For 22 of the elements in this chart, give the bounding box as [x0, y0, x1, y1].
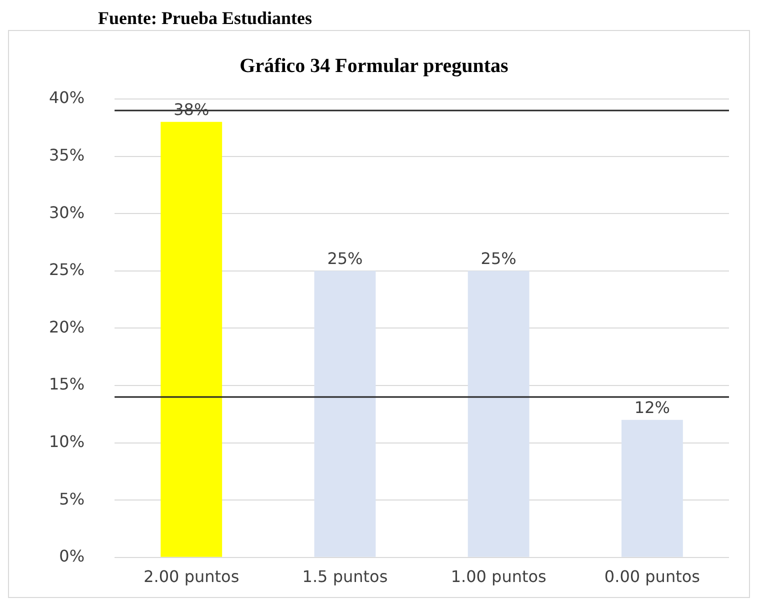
data-label: 25%	[327, 249, 363, 268]
y-tick-label: 20%	[49, 317, 85, 336]
data-label: 25%	[480, 249, 516, 268]
y-tick-label: 35%	[49, 145, 85, 164]
data-label: 12%	[634, 398, 670, 418]
x-tick-label: 1.5 puntos	[302, 567, 388, 586]
x-tick-label: 0.00 puntos	[604, 567, 700, 586]
bar	[314, 270, 376, 557]
bar	[621, 420, 683, 557]
y-tick-label: 40%	[49, 88, 85, 108]
y-tick-label: 25%	[49, 260, 85, 280]
bar	[160, 122, 222, 557]
y-tick-label: 0%	[59, 546, 85, 566]
bar	[468, 270, 530, 557]
x-tick-label: 1.00 puntos	[450, 567, 546, 586]
y-tick-label: 5%	[59, 489, 85, 508]
source-note: Fuente: Prueba Estudiantes	[97, 8, 314, 30]
y-tick-label: 10%	[49, 432, 85, 451]
chart-title: Gráfico 34 Formular preguntas	[240, 55, 509, 78]
y-tick-label: 30%	[49, 202, 85, 222]
y-tick-label: 15%	[49, 374, 85, 394]
x-tick-label: 2.00 puntos	[144, 567, 240, 586]
